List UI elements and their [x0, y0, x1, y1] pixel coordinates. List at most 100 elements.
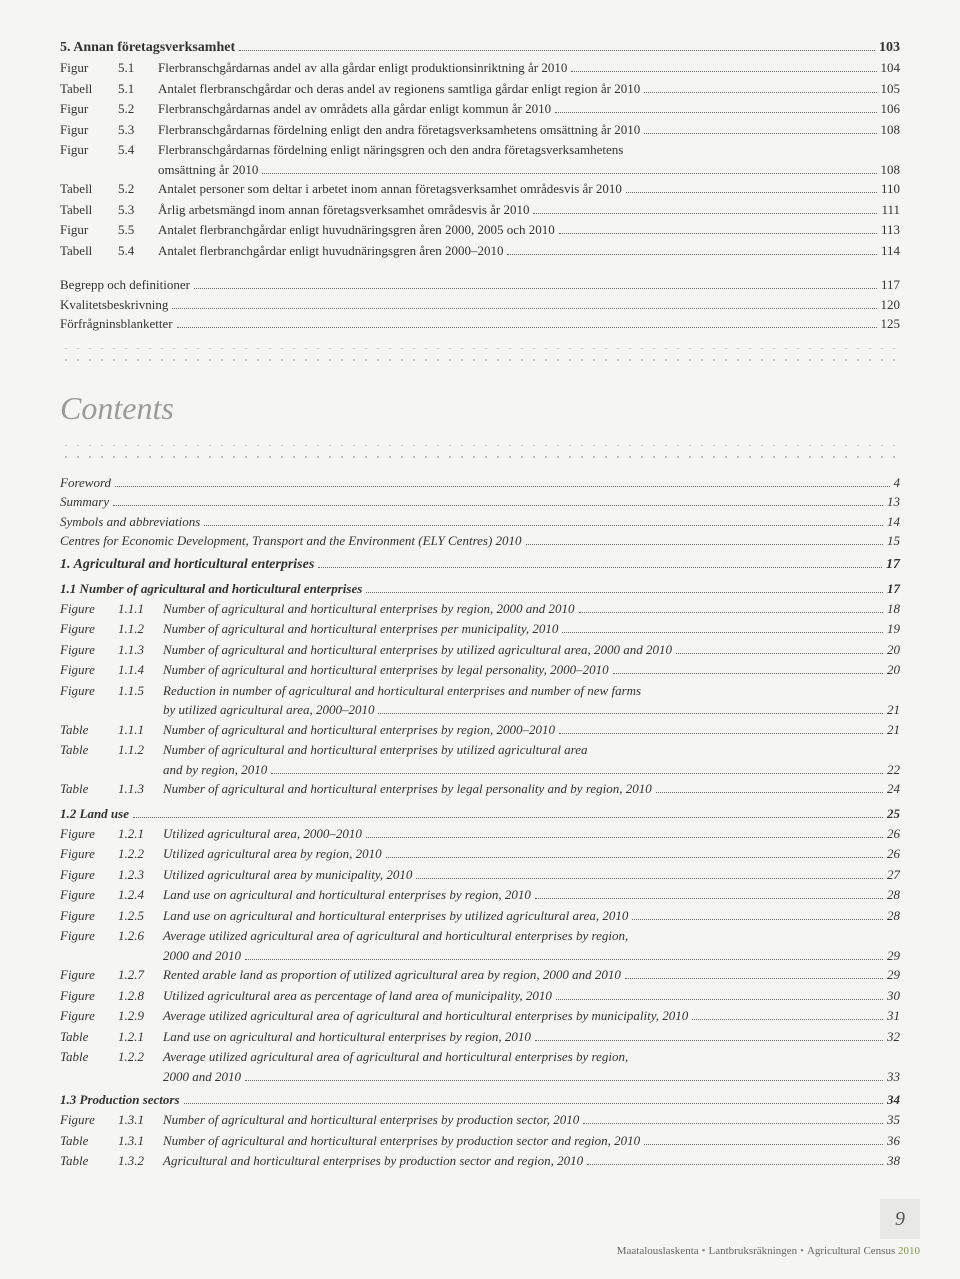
dots	[526, 544, 883, 545]
dots	[562, 632, 883, 633]
entry-label: Figur	[60, 220, 118, 240]
toc-entry: Figure 1.1.1 Number of agricultural and …	[60, 599, 900, 619]
entry-page: 20	[887, 640, 900, 660]
entry-number: 1.3.1	[118, 1131, 163, 1151]
num: 1.2.6	[118, 926, 163, 946]
entry-number: 1.2.4	[118, 885, 163, 905]
toc-entry: Figure 1.2.9 Average utilized agricultur…	[60, 1006, 900, 1026]
entry-number: 5.2	[118, 179, 158, 199]
toc-entry: Förfrågninsblanketter 125	[60, 314, 900, 334]
entry-label: Tabell	[60, 241, 118, 261]
num: 1.2.2	[118, 1047, 163, 1067]
toc-entry: Table 1.3.2 Agricultural and horticultur…	[60, 1151, 900, 1171]
entry-title: Utilized agricultural area by region, 20…	[163, 844, 382, 864]
entry-page: 117	[881, 275, 900, 295]
entry-page: 15	[887, 531, 900, 551]
entry-label: Figure	[60, 965, 118, 985]
dots	[318, 567, 882, 568]
entry-page: 120	[881, 295, 901, 315]
page: 21	[887, 700, 900, 720]
page: 34	[887, 1092, 900, 1108]
entry-title: Number of agricultural and horticultural…	[163, 779, 652, 799]
dots	[632, 919, 883, 920]
entry-label: Figure	[60, 660, 118, 680]
toc-entry: Centres for Economic Development, Transp…	[60, 531, 900, 551]
contents-heading: Contents	[60, 390, 900, 427]
toc-entry: Tabell 5.1 Antalet flerbranschgårdar och…	[60, 79, 900, 99]
entry-label: Tabell	[60, 79, 118, 99]
entry-title: Utilized agricultural area as percentage…	[163, 986, 552, 1006]
toc-entry: Figur 5.5 Antalet flerbranchgårdar enlig…	[60, 220, 900, 240]
dots	[535, 1040, 883, 1041]
toc-entry: Table 1.2.1 Land use on agricultural and…	[60, 1027, 900, 1047]
toc-entry: Table 1.1.1 Number of agricultural and h…	[60, 720, 900, 740]
footer-part: Lantbruksräkningen	[709, 1245, 798, 1257]
footer-year: 2010	[898, 1245, 920, 1257]
label: Table	[60, 1047, 118, 1067]
entry-title: Årlig arbetsmängd inom annan företagsver…	[158, 200, 529, 220]
entry-number: 1.1.3	[118, 779, 163, 799]
dots	[644, 1144, 883, 1145]
dotted-rule	[60, 445, 900, 459]
entry-number: 1.1.2	[118, 619, 163, 639]
entry-label: Figur	[60, 120, 118, 140]
entry-page: 29	[887, 965, 900, 985]
entry-title: Antalet flerbranschgårdar och deras ande…	[158, 79, 640, 99]
dots	[507, 254, 877, 255]
entry-label: Figure	[60, 906, 118, 926]
section-1-3-heading: 1.3 Production sectors 34	[60, 1092, 900, 1108]
title-line1: Average utilized agricultural area of ag…	[163, 926, 628, 946]
entry-number: 5.4	[118, 241, 158, 261]
toc-entry: Figure 1.2.1 Utilized agricultural area,…	[60, 824, 900, 844]
dots	[535, 898, 883, 899]
title-line1: Reduction in number of agricultural and …	[163, 681, 641, 701]
entry-label: Figure	[60, 824, 118, 844]
entry-page: 110	[881, 179, 900, 199]
dots	[245, 959, 883, 960]
entry-title: Number of agricultural and horticultural…	[163, 640, 672, 660]
dots	[177, 327, 877, 328]
toc-entry: Figure 1.3.1 Number of agricultural and …	[60, 1110, 900, 1130]
entry-page: 105	[881, 79, 901, 99]
entry-page: 104	[881, 58, 901, 78]
title-line2: and by region, 2010	[163, 760, 267, 780]
toc-entry: Figure 1.1.2 Number of agricultural and …	[60, 619, 900, 639]
dots	[583, 1123, 883, 1124]
entry-page: 13	[887, 492, 900, 512]
toc-entry: Figur 5.1 Flerbranschgårdarnas andel av …	[60, 58, 900, 78]
entry-number: 1.3.1	[118, 1110, 163, 1130]
toc-entry: Table 1.1.3 Number of agricultural and h…	[60, 779, 900, 799]
page-number-text: 9	[895, 1208, 905, 1231]
entry-number: 5.1	[118, 58, 158, 78]
dots	[172, 308, 876, 309]
dots	[184, 1103, 883, 1104]
entry-number: 1.1.1	[118, 599, 163, 619]
entry-page: 36	[887, 1131, 900, 1151]
section-5-heading: 5. Annan företagsverksamhet 103	[60, 40, 900, 56]
entry-label: Table	[60, 1151, 118, 1171]
heading-text: 1. Agricultural and horticultural enterp…	[60, 557, 314, 573]
page: 108	[881, 160, 901, 180]
entry-label: Table	[60, 1131, 118, 1151]
entry-page: 31	[887, 1006, 900, 1026]
entry-label: Tabell	[60, 179, 118, 199]
entry-number: 1.2.8	[118, 986, 163, 1006]
toc-entry-multiline: Figure 1.1.5 Reduction in number of agri…	[60, 681, 900, 720]
entry-number: 1.1.3	[118, 640, 163, 660]
dots	[386, 857, 883, 858]
entry-title: Symbols and abbreviations	[60, 512, 200, 532]
heading-text: 1.1 Number of agricultural and horticult…	[60, 581, 362, 597]
entry-title: Agricultural and horticultural enterpris…	[163, 1151, 583, 1171]
entry-page: 18	[887, 599, 900, 619]
entry-label: Figure	[60, 640, 118, 660]
entry-label: Tabell	[60, 200, 118, 220]
title-line2: 2000 and 2010	[163, 1067, 241, 1087]
toc-entry: Figure 1.2.7 Rented arable land as propo…	[60, 965, 900, 985]
entry-page: 111	[881, 200, 900, 220]
toc-entry: Figure 1.2.3 Utilized agricultural area …	[60, 865, 900, 885]
dots	[656, 792, 883, 793]
dots	[239, 50, 875, 51]
dots	[204, 525, 883, 526]
entry-number: 1.2.3	[118, 865, 163, 885]
entry-number: 5.5	[118, 220, 158, 240]
